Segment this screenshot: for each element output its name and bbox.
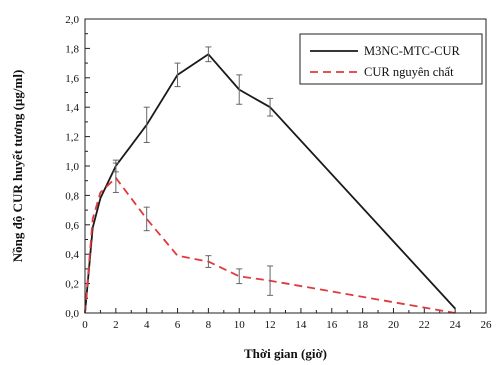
x-tick-label: 24 xyxy=(450,319,462,331)
y-tick-label: 0,8 xyxy=(65,190,79,202)
legend-box xyxy=(299,33,483,85)
x-axis-title: Thời gian (giờ) xyxy=(244,346,327,361)
plot-frame xyxy=(84,18,487,314)
y-tick-label: 2,0 xyxy=(65,14,79,26)
error-bar xyxy=(174,62,181,88)
y-tick-label: 0,6 xyxy=(65,220,79,232)
x-tick-label: 18 xyxy=(357,319,369,331)
x-tick-label: 26 xyxy=(481,319,493,331)
x-tick-label: 14 xyxy=(295,319,307,331)
legend-label-2: CUR nguyên chất xyxy=(364,65,454,79)
x-tick-label: 8 xyxy=(206,319,212,331)
series-line-1 xyxy=(84,53,456,314)
y-tick-label: 1,2 xyxy=(65,132,79,144)
y-tick-label: 1,4 xyxy=(65,102,79,114)
series-layer xyxy=(84,46,456,314)
error-bar xyxy=(236,74,243,105)
y-tick-label: 0,2 xyxy=(65,279,79,291)
y-tick-label: 1,6 xyxy=(65,73,79,85)
series-line-2 xyxy=(84,176,456,314)
x-tick-label: 20 xyxy=(388,319,400,331)
error-bar xyxy=(205,255,212,268)
x-tick-label: 16 xyxy=(326,319,338,331)
y-tick-label: 1,8 xyxy=(65,43,79,55)
y-tick-label: 1,0 xyxy=(65,161,79,173)
error-bar xyxy=(236,268,243,285)
x-tick-label: 6 xyxy=(175,319,181,331)
y-axis-title: Nồng độ CUR huyết tương (µg/ml) xyxy=(10,70,25,263)
y-tick-label: 0,4 xyxy=(65,249,79,261)
y-tick-label: 0,0 xyxy=(65,308,79,320)
error-bar xyxy=(143,106,150,143)
x-tick-label: 10 xyxy=(234,319,246,331)
error-bar xyxy=(267,265,274,296)
x-tick-label: 2 xyxy=(113,319,119,331)
error-bar xyxy=(112,162,119,193)
legend: M3NC-MTC-CUR CUR nguyên chất xyxy=(299,33,483,85)
x-tick-label: 22 xyxy=(419,319,430,331)
x-tick-label: 12 xyxy=(265,319,276,331)
error-bar xyxy=(205,46,212,63)
tick-layer: 0 2 4 6 8 10 12 14 16 18 20 22 24 260,00,20,40,60,81,… xyxy=(65,14,492,331)
x-tick-label: 4 xyxy=(144,319,150,331)
x-tick-label: 0 xyxy=(82,319,88,331)
legend-label-1: M3NC-MTC-CUR xyxy=(364,44,461,58)
error-bar xyxy=(143,206,150,232)
error-bar xyxy=(267,97,274,117)
